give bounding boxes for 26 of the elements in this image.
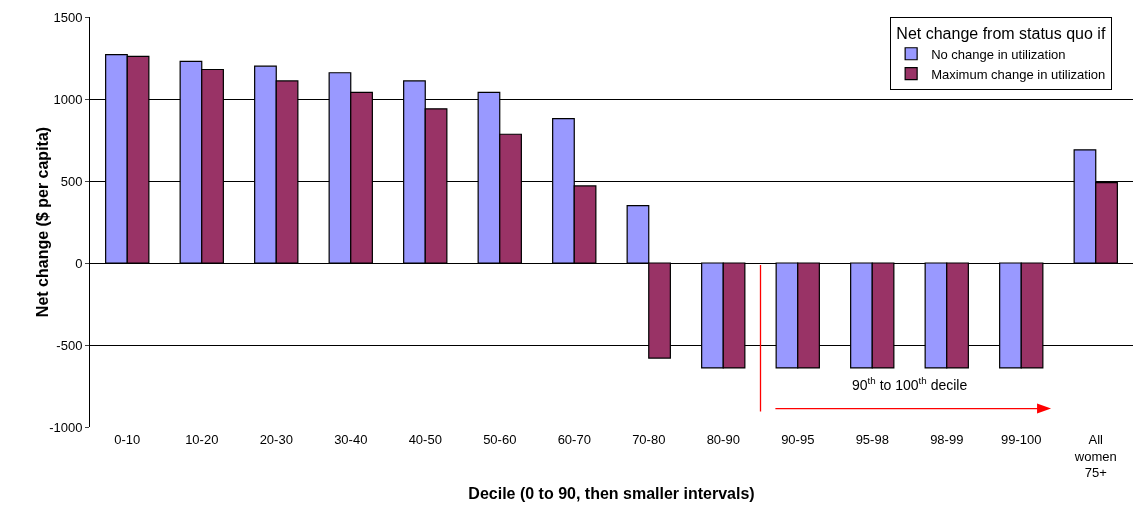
x-tick-label: 60-70: [557, 431, 591, 447]
x-tick-label: 80-90: [706, 431, 740, 447]
x-tick-label: 95-98: [855, 431, 889, 447]
x-tick-label: 0-10: [114, 431, 141, 447]
y-tick-label: 1500: [53, 9, 83, 25]
x-tick-label: 20-30: [259, 431, 293, 447]
legend-title: Net change from status quo if: [896, 24, 1106, 42]
x-axis-title: Decile (0 to 90, then smaller intervals): [468, 485, 755, 503]
x-tick-label: 70-80: [632, 431, 666, 447]
y-tick-label: 0: [75, 255, 83, 271]
y-tick-label: 500: [60, 173, 83, 189]
legend-label: No change in utilization: [931, 46, 1066, 62]
x-tick-label: 90-95: [781, 431, 815, 447]
x-tick-label: 10-20: [185, 431, 219, 447]
x-tick-label: 99-100: [1001, 431, 1042, 447]
y-tick-label: -1000: [49, 419, 83, 435]
y-tick-label: 1000: [53, 91, 83, 107]
annotation: 90$^{th}$ to 100$^{th}$ decile: [852, 375, 968, 393]
x-tick-label: All women 75+: [1073, 431, 1117, 481]
x-tick-label: 40-50: [408, 431, 442, 447]
legend-label: Maximum change in utilization: [931, 66, 1106, 82]
y-axis-title: Net change ($ per capita): [34, 126, 51, 318]
x-tick-label: 30-40: [334, 431, 368, 447]
x-tick-label: 98-99: [930, 431, 964, 447]
x-tick-label: 50-60: [483, 431, 517, 447]
y-tick-label: -500: [56, 337, 83, 353]
